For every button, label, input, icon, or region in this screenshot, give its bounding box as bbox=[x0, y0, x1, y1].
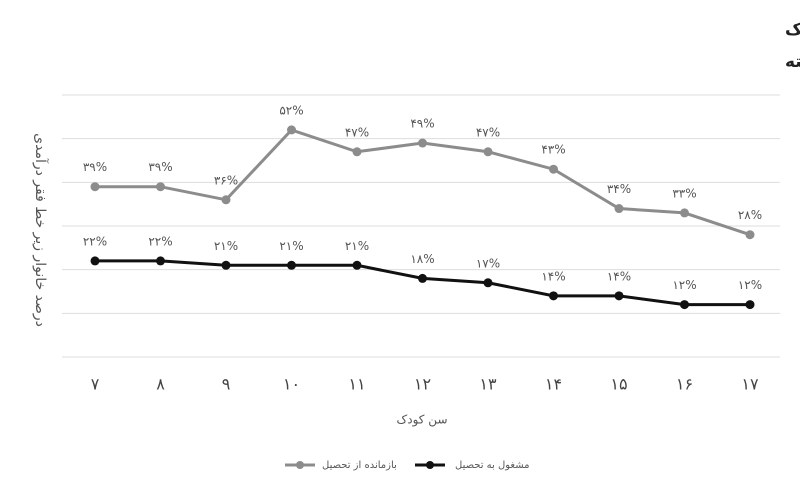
data-label: ۴۷% bbox=[476, 125, 500, 139]
data-point bbox=[614, 291, 624, 301]
data-label: ۱۴% bbox=[541, 269, 565, 283]
data-point bbox=[418, 273, 427, 283]
data-label: ۵۲% bbox=[279, 103, 303, 117]
data-point bbox=[549, 164, 558, 174]
y-axis-label: درصد خانوار زیر خط فقر درآمدی bbox=[32, 133, 49, 327]
data-point bbox=[156, 182, 165, 192]
data-label: ۳۶% bbox=[214, 173, 238, 187]
x-tick-label: ۱۰ bbox=[283, 375, 300, 394]
data-label: ۲۲% bbox=[83, 234, 107, 248]
data-label: ۳۳% bbox=[672, 186, 696, 200]
data-label: ۱۲% bbox=[672, 278, 696, 292]
legend-marker bbox=[296, 461, 304, 469]
x-tick-label: ۷ bbox=[91, 375, 100, 394]
x-tick-label: ۱۳ bbox=[479, 375, 497, 394]
x-tick-label: ۱۷ bbox=[741, 375, 759, 394]
data-point bbox=[549, 291, 558, 301]
data-point bbox=[680, 208, 689, 218]
data-label: ۴۷% bbox=[345, 125, 369, 139]
data-point bbox=[745, 300, 755, 310]
data-label: ۱۴% bbox=[607, 269, 631, 283]
data-label: ۲۸% bbox=[738, 208, 762, 222]
data-point bbox=[221, 195, 231, 205]
legend-label: بازمانده از تحصیل bbox=[322, 460, 397, 471]
data-label: ۱۸% bbox=[410, 252, 434, 266]
legend-label: مشغول به تحصیل bbox=[455, 460, 530, 471]
data-point bbox=[352, 147, 362, 157]
data-label: ۲۱% bbox=[279, 239, 303, 253]
data-label: ۲۱% bbox=[214, 239, 238, 253]
data-point bbox=[221, 260, 231, 270]
data-label: ۳۹% bbox=[83, 160, 107, 174]
data-label: ۲۱% bbox=[345, 239, 369, 253]
data-label: ۴۳% bbox=[541, 143, 565, 157]
x-tick-label: ۱۶ bbox=[676, 375, 693, 394]
data-label: ۱۲% bbox=[738, 278, 762, 292]
data-point bbox=[287, 260, 296, 270]
legend-marker bbox=[426, 461, 434, 469]
data-point bbox=[483, 278, 493, 288]
data-point bbox=[90, 256, 100, 266]
x-tick-label: ۸ bbox=[156, 375, 165, 394]
chart-title: نمودار۱- درصد خانوارهای زیر خط فقر درآمد… bbox=[785, 18, 800, 40]
data-label: ۴۹% bbox=[410, 117, 434, 131]
data-point bbox=[680, 300, 689, 310]
data-point bbox=[745, 230, 755, 240]
data-point bbox=[352, 260, 362, 270]
data-label: ۲۲% bbox=[148, 234, 172, 248]
data-point bbox=[418, 138, 427, 148]
data-point bbox=[156, 256, 165, 266]
data-point bbox=[483, 147, 493, 157]
data-point bbox=[614, 204, 624, 214]
data-label: ۳۹% bbox=[148, 160, 172, 174]
x-axis-label: سن کودک bbox=[397, 413, 448, 428]
x-tick-label: ۱۵ bbox=[610, 375, 627, 394]
data-label: ۳۴% bbox=[607, 182, 631, 196]
data-label: ۱۷% bbox=[476, 256, 500, 270]
x-tick-label: ۱۴ bbox=[545, 375, 562, 394]
data-point bbox=[287, 125, 296, 135]
x-tick-label: ۱۲ bbox=[414, 375, 431, 394]
x-tick-label: ۱۱ bbox=[348, 375, 365, 394]
data-point bbox=[90, 182, 100, 192]
x-tick-label: ۹ bbox=[222, 375, 231, 394]
chart-subtitle: متوسط ۱۰ سال گذشته bbox=[785, 51, 800, 72]
